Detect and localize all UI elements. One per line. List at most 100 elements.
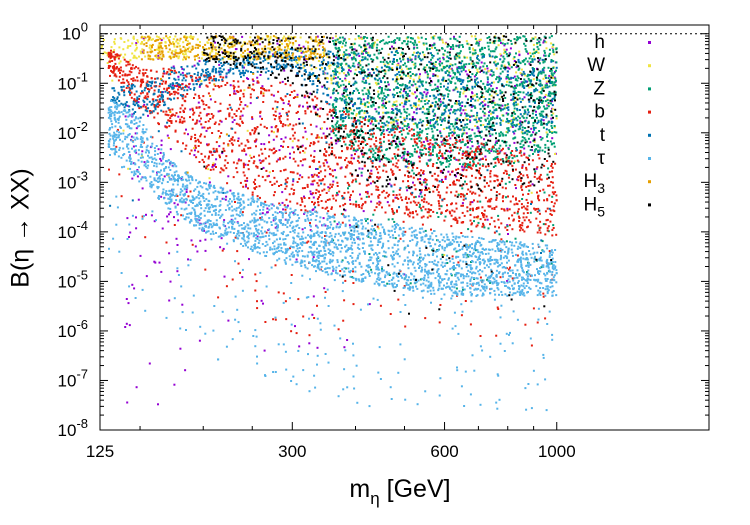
data-point [209, 76, 212, 79]
data-point [286, 114, 289, 117]
data-point [386, 157, 389, 160]
data-point [410, 153, 413, 155]
data-point [360, 125, 363, 128]
data-point [150, 77, 153, 80]
data-point [525, 168, 528, 171]
data-point [483, 114, 486, 117]
data-point [439, 82, 442, 85]
data-point [425, 95, 428, 98]
data-point [377, 82, 380, 85]
data-point [452, 76, 455, 79]
data-point [157, 148, 160, 151]
data-point [349, 172, 352, 175]
data-point [432, 37, 435, 40]
data-point [246, 129, 249, 132]
data-point [323, 153, 326, 156]
data-point [279, 81, 282, 84]
data-point [554, 70, 556, 73]
data-point [212, 78, 215, 81]
data-point [543, 40, 546, 43]
data-point [429, 152, 432, 155]
data-point [488, 111, 491, 113]
data-point [497, 161, 500, 164]
data-point [499, 144, 502, 147]
data-point [259, 196, 261, 199]
data-point [469, 201, 472, 204]
data-point [112, 67, 115, 70]
data-point [550, 42, 553, 45]
data-point [550, 165, 553, 167]
data-point [211, 164, 214, 166]
data-point [523, 137, 526, 140]
data-point [488, 36, 491, 38]
data-point [357, 63, 360, 66]
data-point [528, 131, 531, 133]
data-point [438, 99, 441, 102]
data-point [516, 36, 519, 39]
data-point [207, 76, 210, 79]
data-point [360, 128, 363, 131]
data-point [197, 138, 200, 141]
data-point [255, 165, 258, 168]
data-point [379, 150, 382, 153]
data-point [335, 113, 337, 115]
data-point [310, 133, 313, 136]
data-point [441, 161, 444, 164]
data-point [178, 39, 181, 42]
data-point [234, 51, 237, 54]
data-point [344, 267, 347, 270]
data-point [368, 74, 370, 77]
data-point [538, 97, 541, 100]
data-point [343, 95, 346, 98]
data-point [189, 35, 192, 38]
data-point [461, 153, 464, 156]
data-point [540, 138, 543, 141]
data-point [344, 279, 347, 282]
data-point [348, 162, 351, 164]
data-point [162, 110, 165, 113]
data-point [496, 103, 499, 106]
data-point [410, 160, 413, 163]
data-point [322, 217, 325, 220]
data-point [369, 157, 372, 160]
data-point [384, 88, 387, 91]
data-point [136, 39, 139, 42]
data-point [549, 140, 552, 143]
data-point [551, 80, 553, 83]
data-point [358, 92, 360, 94]
data-point [130, 67, 133, 70]
data-point [175, 40, 178, 43]
data-point [547, 103, 550, 106]
data-point [344, 202, 347, 205]
data-point [326, 113, 329, 116]
data-point [353, 48, 356, 51]
data-point [379, 176, 382, 179]
data-point [372, 153, 375, 156]
data-point [347, 114, 350, 117]
data-point [324, 169, 327, 172]
data-point [126, 74, 129, 77]
data-point [231, 149, 234, 152]
data-point [382, 39, 385, 42]
data-point [288, 100, 290, 103]
data-point [393, 94, 396, 97]
data-point [504, 134, 507, 137]
data-point [344, 79, 347, 82]
data-point [260, 92, 262, 95]
data-point [301, 198, 303, 201]
data-point [252, 181, 255, 184]
data-point [474, 125, 477, 127]
data-point [326, 161, 329, 164]
data-point [140, 52, 143, 55]
data-point [530, 85, 533, 88]
data-point [490, 188, 493, 191]
data-point [300, 51, 303, 54]
data-point [344, 44, 347, 47]
data-point [120, 69, 122, 72]
data-point [154, 261, 157, 264]
data-point [513, 87, 516, 90]
data-point [402, 129, 405, 132]
data-point [377, 177, 380, 180]
data-point [517, 160, 520, 163]
data-point [375, 46, 378, 49]
